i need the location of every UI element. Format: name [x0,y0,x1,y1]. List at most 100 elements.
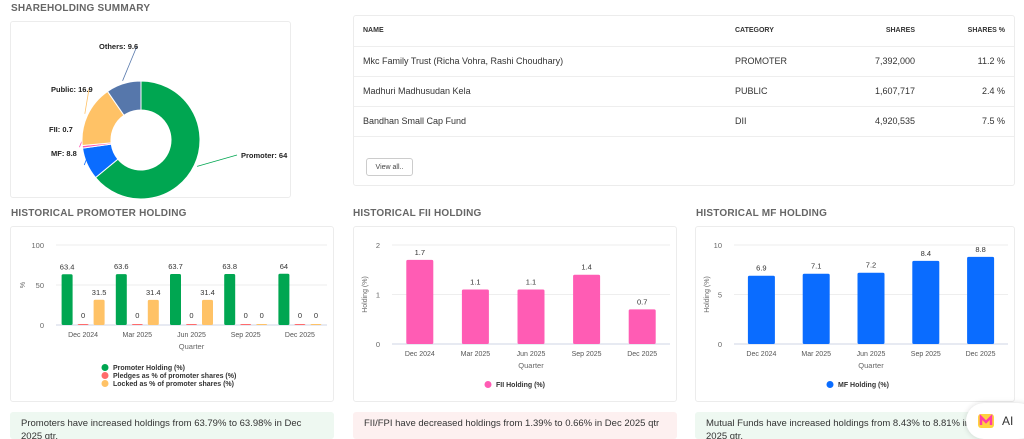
leader-line [196,154,238,167]
bar-value-label: 1.7 [415,248,425,257]
bar-value-label: 1.1 [526,278,536,287]
category-cell: PROMOTER [726,46,835,77]
bar[interactable] [202,299,213,325]
bar-value-label: 63.4 [60,262,75,271]
promoter-title: HISTORICAL PROMOTER HOLDING [11,208,187,219]
view-all-button[interactable]: View all.. [366,158,413,176]
x-axis-label: Quarter [858,361,884,370]
bar-value-label: 63.8 [222,262,237,271]
fii-card: 0 1 2 Dec 2024 1.7 Mar 2025 1.1 Jun 2025 1.1 Sep … [353,226,677,402]
shares-cell: 4,920,535 [834,106,924,137]
bar[interactable] [406,259,434,344]
shares-pct-cell: 7.5 % [924,106,1014,137]
legend-item[interactable]: MF Holding (%) [838,382,889,389]
bar[interactable] [256,324,268,325]
donut-slice-promoter[interactable] [94,80,201,200]
bar-value-label: 7.2 [866,261,876,270]
x-tick-label: Sep 2025 [572,351,602,358]
bar[interactable] [857,272,885,344]
bar[interactable] [131,324,143,325]
legend-item[interactable]: Locked as % of promoter shares (%) [113,381,234,388]
bar[interactable] [747,275,775,344]
col-name: NAME [354,16,726,47]
mf-chart: 0 5 10 Dec 2024 6.9 Mar 2025 7.1 Jun 2025 7.2 Sep… [704,241,1008,389]
x-tick-label: Dec 2025 [966,351,996,358]
x-axis-label: Quarter [179,342,205,351]
bar-value-label: 0 [260,311,264,320]
bar[interactable] [802,273,830,344]
legend-item[interactable]: Promoter Holding (%) [113,365,185,372]
bar[interactable] [517,289,545,344]
bar[interactable] [224,273,236,325]
bar-value-label: 8.8 [975,245,985,254]
bar[interactable] [115,274,127,325]
legend-marker [826,381,834,388]
legend-item[interactable]: Pledges as % of promoter shares (%) [113,373,236,380]
bar[interactable] [170,274,181,325]
mf-title: HISTORICAL MF HOLDING [696,208,828,219]
y-tick-label: 0 [376,340,380,349]
slice-label: Public: 16.9 [51,85,93,94]
bar[interactable] [147,299,159,325]
slice-label: FII: 0.7 [49,125,73,134]
category-cell: PUBLIC [726,76,835,107]
bar[interactable] [93,299,105,325]
bar-value-label: 6.9 [756,264,766,273]
fii-note: FII/FPI have decreased holdings from 1.3… [353,412,677,439]
x-tick-label: Sep 2025 [231,332,261,339]
bar[interactable] [628,309,656,344]
bar[interactable] [278,273,290,325]
promoter-card: 0 50 100 Dec 2024 63.4 0 31.5 Mar 2025 63.6 0 31.4… [10,226,334,402]
bar[interactable] [461,289,489,344]
y-tick-label: 50 [36,281,44,290]
x-tick-label: Dec 2025 [285,332,315,339]
category-cell: DII [726,106,835,137]
bar[interactable] [967,256,995,344]
summary-card: Promoter: 64 MF: 8.8 FII: 0.7 Public: 16.9 O… [10,21,291,200]
ai-logo-icon [978,414,994,428]
y-tick-label: 10 [714,241,722,250]
ai-assistant-button[interactable]: AI [966,403,1024,439]
bar[interactable] [294,324,306,325]
x-axis-label: Quarter [518,361,544,370]
legend-marker [101,372,109,379]
bar[interactable] [310,324,322,325]
promoter-note: Promoters have increased holdings from 6… [10,412,334,439]
y-tick-label: 0 [40,321,44,330]
y-tick-label: 100 [31,241,44,250]
bar[interactable] [912,260,940,344]
y-axis-label: Holding (%) [362,276,369,313]
fii-chart: 0 1 2 Dec 2024 1.7 Mar 2025 1.1 Jun 2025 1.1 Sep … [362,241,670,389]
bar[interactable] [77,324,89,325]
bar-value-label: 8.4 [921,249,931,258]
promoter-chart: 0 50 100 Dec 2024 63.4 0 31.5 Mar 2025 63.6 0 31.4… [20,241,327,388]
x-tick-label: Dec 2025 [627,351,657,358]
y-tick-label: 5 [718,291,722,300]
bar[interactable] [186,324,197,325]
x-tick-label: Dec 2024 [405,351,435,358]
bar-value-label: 0 [298,311,302,320]
x-tick-label: Jun 2025 [857,351,886,358]
bar-value-label: 0 [189,311,193,320]
bar-value-label: 0.7 [637,297,647,306]
bar[interactable] [61,274,73,325]
table-row: Madhuri Madhusudan Kela PUBLIC 1,607,717 2.… [354,76,1014,107]
legend-marker [101,364,109,371]
bar-value-label: 31.4 [200,288,215,297]
table-row: Mkc Family Trust (Richa Vohra, Rashi Cho… [354,46,1014,77]
legend-item[interactable]: FII Holding (%) [496,382,545,389]
ai-label: AI [1002,414,1014,428]
y-tick-label: 1 [376,291,380,300]
mf-card: 0 5 10 Dec 2024 6.9 Mar 2025 7.1 Jun 2025 7.2 Sep… [695,226,1015,402]
donut-slice-others[interactable] [106,80,142,116]
bar[interactable] [240,324,252,325]
legend-marker [101,380,109,387]
bar-value-label: 1.1 [470,278,480,287]
table-row: Bandhan Small Cap Fund DII 4,920,535 7.5 % [354,106,1014,137]
leader-line [83,152,90,166]
bar[interactable] [573,274,601,344]
x-tick-label: Mar 2025 [461,351,491,358]
name-cell: Madhuri Madhusudan Kela [354,76,726,107]
col-shares: SHARES [834,16,924,47]
leader-line [84,88,90,114]
